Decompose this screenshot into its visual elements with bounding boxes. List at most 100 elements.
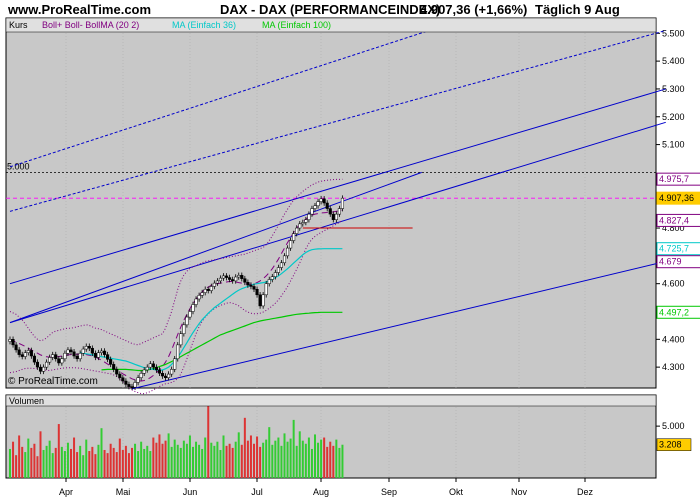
candle-body: [121, 377, 125, 382]
candle-body: [200, 292, 204, 296]
volume-bar: [329, 441, 332, 478]
x-tick-label: Mai: [116, 487, 131, 497]
volume-y-tick-label: 5.000: [662, 421, 685, 431]
volume-bar: [228, 443, 231, 478]
ma100-line: [101, 311, 343, 372]
candle-body: [103, 350, 107, 355]
candle-body: [35, 361, 40, 368]
volume-bar: [170, 446, 173, 478]
candle-body: [319, 198, 323, 202]
candle-body: [337, 208, 341, 215]
channel-extension-line: [9, 171, 422, 324]
volume-bar: [106, 453, 109, 478]
candle-body: [87, 346, 91, 349]
candle-body: [249, 284, 253, 287]
candle-body: [221, 275, 226, 279]
candle-body: [115, 369, 119, 375]
panel-label-volumen: Volumen: [9, 396, 44, 406]
x-tick-label: Apr: [59, 487, 73, 497]
volume-bar: [63, 451, 66, 478]
candle-body: [276, 267, 280, 273]
x-tick-label: Nov: [511, 487, 528, 497]
candle-body: [112, 364, 116, 370]
candle-body: [118, 373, 122, 378]
volume-bar: [213, 445, 216, 478]
y-tick-label: 4.300: [662, 362, 685, 372]
panel-label-kurs: Kurs: [9, 20, 28, 30]
volume-value-label: 3.208: [659, 440, 682, 450]
candle-body: [48, 357, 52, 363]
volume-bar: [79, 445, 82, 478]
candle-body: [42, 366, 46, 372]
volume-bar: [100, 428, 103, 478]
volume-bar: [182, 440, 185, 478]
volume-bar: [33, 443, 36, 478]
price-value-box: [656, 172, 700, 186]
volume-bar: [94, 454, 97, 478]
volume-bar: [231, 447, 234, 478]
volume-bar: [201, 448, 204, 478]
candle-body: [215, 280, 219, 284]
candle-body: [167, 373, 171, 378]
channel-middle-line: [9, 121, 666, 324]
site-title: www.ProRealTime.com: [8, 2, 152, 17]
candle-body: [84, 346, 88, 350]
volume-bar: [85, 439, 88, 478]
candle-body: [133, 382, 137, 388]
candle-body: [225, 275, 229, 278]
volume-bar: [326, 446, 329, 478]
candle-body: [45, 361, 49, 368]
volume-bar: [155, 442, 158, 478]
candle-body: [304, 219, 308, 223]
candle-body: [173, 358, 177, 370]
volume-bar: [103, 449, 106, 478]
candle-body: [325, 202, 329, 209]
volume-bar: [167, 433, 170, 478]
volume-bar: [283, 433, 286, 478]
volume-bar: [265, 439, 268, 478]
volume-bar: [292, 419, 295, 478]
volume-bar: [304, 443, 307, 478]
channel-dotted-line: [9, 30, 666, 212]
candle-body: [176, 344, 180, 360]
volume-header: [5, 394, 657, 407]
bollinger-upper-line: [9, 178, 343, 346]
candle-body: [182, 324, 186, 335]
volume-bar: [320, 439, 323, 478]
volume-bar: [36, 456, 39, 478]
candle-body: [258, 294, 262, 307]
volume-bar: [21, 446, 24, 478]
candle-body: [328, 208, 332, 215]
candle-body: [289, 240, 293, 249]
volume-bar: [121, 449, 124, 478]
volume-bar: [161, 443, 164, 478]
volume-bar: [12, 441, 15, 478]
candle-body: [316, 201, 320, 207]
price-value-label: 4.827,4: [659, 215, 689, 225]
volume-bar: [115, 452, 118, 478]
candle-body: [20, 354, 24, 357]
candle-body: [63, 352, 67, 360]
volume-bar: [210, 442, 213, 478]
volume-bar: [262, 442, 265, 478]
volume-bar: [45, 445, 48, 478]
candle-body: [270, 276, 274, 280]
volume-bar: [271, 444, 274, 478]
volume-bar: [286, 441, 289, 478]
y-tick-label: 4.400: [662, 334, 685, 344]
volume-bar: [18, 435, 21, 478]
candle-body: [142, 369, 146, 374]
x-tick-label: Jun: [183, 487, 198, 497]
price-value-box: [656, 242, 700, 256]
volume-bar: [149, 451, 152, 478]
candle-body: [151, 363, 155, 368]
candle-body: [93, 352, 97, 358]
x-tick-label: Aug: [313, 487, 329, 497]
volume-bar: [207, 403, 210, 478]
candle-body: [295, 227, 299, 234]
volume-bar: [253, 443, 255, 478]
candle-body: [340, 197, 344, 209]
volume-bar: [70, 448, 72, 478]
volume-bar: [185, 443, 188, 478]
volume-bar: [54, 447, 57, 478]
